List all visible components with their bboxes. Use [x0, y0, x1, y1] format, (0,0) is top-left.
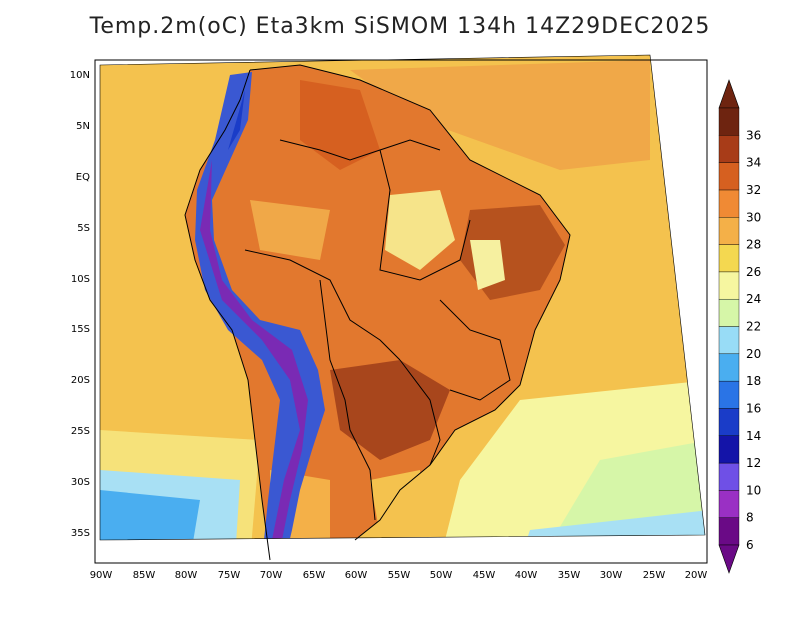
- lon-tick-label: 20W: [685, 570, 708, 581]
- lon-tick-label: 70W: [260, 570, 283, 581]
- hot-chaco-region: [330, 360, 450, 460]
- lon-tick-label: 30W: [600, 570, 623, 581]
- uruguay-mild: [370, 470, 425, 535]
- colorbar-label: 36: [746, 128, 761, 142]
- pacific-coastline: [184, 69, 271, 561]
- colorbar-label: 34: [746, 156, 761, 170]
- colorbar-label: 16: [746, 401, 761, 415]
- colorbar-segment: [718, 217, 740, 245]
- colorbar-label: 22: [746, 320, 761, 334]
- colorbar-upper-arrow: [718, 79, 740, 109]
- andes-cold-belt: [195, 72, 325, 540]
- lon-tick-label: 55W: [388, 570, 411, 581]
- colorbar: 6 8 10 12 14 16 18 20 22 24 26 28 30 32 34 36: [718, 79, 761, 574]
- colorbar-segment: [718, 189, 740, 218]
- lon-tick-label: 80W: [175, 570, 198, 581]
- longitude-axis: 90W 85W 80W 75W 70W 65W 60W 55W 50W 45W …: [90, 570, 708, 581]
- colorbar-label: 18: [746, 374, 761, 388]
- north-atlantic-warm: [350, 60, 650, 170]
- colorbar-segment: [718, 490, 740, 518]
- colorbar-segment: [718, 135, 740, 163]
- lat-tick-label: 5N: [76, 121, 90, 132]
- colorbar-label: 30: [746, 210, 761, 224]
- lon-tick-label: 90W: [90, 570, 113, 581]
- colorbar-label: 14: [746, 429, 761, 443]
- amazon-northern-border: [279, 139, 441, 161]
- lat-tick-label: 10S: [71, 274, 90, 285]
- colorbar-segment: [718, 162, 740, 191]
- warm-west-amazon: [250, 200, 330, 260]
- lon-tick-label: 45W: [473, 570, 496, 581]
- lat-tick-label: 25S: [71, 426, 90, 437]
- colorbar-segment: [718, 244, 740, 273]
- latitude-axis: 10N 5N EQ 5S 10S 15S 20S 25S 30S 35S: [70, 70, 90, 539]
- pacific-coldest-band: [100, 490, 200, 540]
- colorbar-segment: [718, 462, 740, 491]
- colorbar-label: 26: [746, 265, 761, 279]
- brazil-states-a: [379, 149, 471, 281]
- cool-bahia-pocket: [470, 240, 505, 290]
- lon-tick-label: 40W: [515, 570, 538, 581]
- lat-tick-label: 35S: [71, 528, 90, 539]
- far-south-cold: [205, 540, 245, 560]
- lon-tick-label: 25W: [643, 570, 666, 581]
- lat-tick-label: 20S: [71, 375, 90, 386]
- andes-high-peaks: [200, 160, 308, 540]
- country-borders: [184, 64, 571, 561]
- map-frame: [94, 59, 708, 564]
- lat-tick-label: 10N: [70, 70, 90, 81]
- colorbar-segment: [718, 408, 740, 436]
- colorbar-label: 20: [746, 347, 761, 361]
- colorbar-segment: [718, 271, 740, 300]
- lon-tick-label: 85W: [133, 570, 156, 581]
- colorbar-label: 24: [746, 292, 761, 306]
- map-title: Temp.2m(oC) Eta3km SiSMOM 134h 14Z29DEC2…: [89, 14, 711, 39]
- brazil-states-b: [439, 299, 511, 401]
- lon-tick-label: 35W: [558, 570, 581, 581]
- lon-tick-label: 65W: [303, 570, 326, 581]
- colorbar-segment: [718, 435, 740, 464]
- peru-bolivia-border: [244, 249, 401, 361]
- cool-amazon-pocket: [385, 190, 455, 270]
- colorbar-segment: [718, 517, 740, 546]
- argentina-border: [319, 279, 376, 521]
- colorbar-label: 28: [746, 238, 761, 252]
- colorbar-label: 8: [746, 511, 754, 525]
- colorbar-segment: [718, 353, 740, 382]
- colorbar-label: 10: [746, 483, 761, 497]
- hot-north-region: [300, 80, 380, 170]
- map-domain-edge: [99, 54, 706, 541]
- lat-tick-label: 5S: [77, 223, 90, 234]
- lat-tick-label: 15S: [71, 324, 90, 335]
- colorbar-segment: [718, 107, 740, 136]
- lon-tick-label: 60W: [345, 570, 368, 581]
- lon-tick-label: 50W: [430, 570, 453, 581]
- paraguay-border: [399, 359, 441, 466]
- colorbar-segment: [718, 326, 740, 355]
- colorbar-label: 32: [746, 183, 761, 197]
- colorbar-label: 12: [746, 456, 761, 470]
- colorbar-segment: [718, 380, 740, 409]
- colorbar-segment: [718, 298, 740, 327]
- lon-tick-label: 75W: [218, 570, 241, 581]
- lat-tick-label: 30S: [71, 477, 90, 488]
- colorbar-lower-arrow: [718, 544, 740, 574]
- map-field: [100, 55, 705, 560]
- atlantic-coastline: [249, 64, 571, 541]
- atlantic-cold-band: [520, 510, 705, 540]
- lat-tick-label: EQ: [76, 172, 90, 183]
- colorbar-label: 6: [746, 538, 754, 552]
